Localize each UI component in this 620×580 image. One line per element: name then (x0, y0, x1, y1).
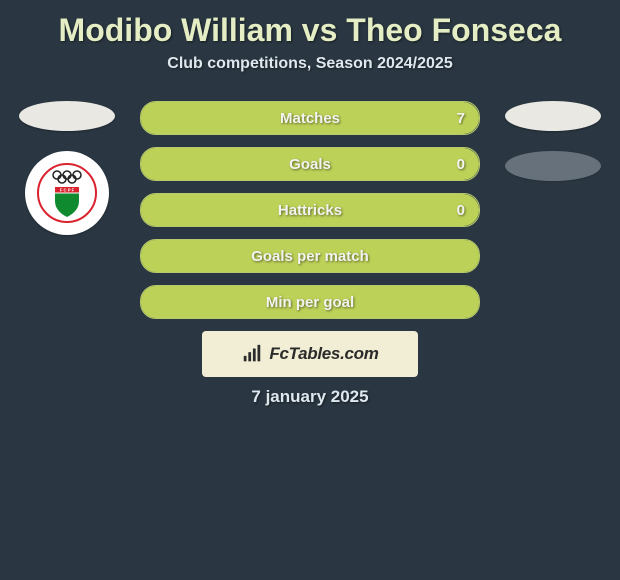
player-right-club-placeholder (505, 151, 601, 181)
club-crest-icon: F C P F (37, 163, 97, 223)
stat-row-goals-per-match: Goals per match (140, 239, 480, 273)
stats-list: Matches 7 Goals 0 Hattricks 0 Goals per … (140, 101, 480, 319)
player-right-avatar (505, 101, 601, 131)
player-left-avatar (19, 101, 115, 131)
stat-label: Goals (289, 156, 331, 173)
svg-text:F C P F: F C P F (60, 188, 75, 193)
player-left-column: F C P F (12, 101, 122, 235)
stat-label: Hattricks (278, 202, 342, 219)
stat-right-value: 0 (457, 156, 465, 173)
page-title: Modibo William vs Theo Fonseca (0, 0, 620, 55)
subtitle: Club competitions, Season 2024/2025 (0, 55, 620, 73)
stat-row-min-per-goal: Min per goal (140, 285, 480, 319)
comparison-panel: F C P F Matches 7 Goals 0 Hattricks 0 (0, 101, 620, 407)
stat-row-hattricks: Hattricks 0 (140, 193, 480, 227)
player-right-column (498, 101, 608, 201)
bar-chart-icon (241, 343, 263, 365)
player-left-club-badge: F C P F (25, 151, 109, 235)
stat-label: Goals per match (251, 248, 369, 265)
stat-right-value: 0 (457, 202, 465, 219)
watermark-label: FcTables.com (269, 344, 378, 364)
footer-date: 7 january 2025 (0, 387, 620, 407)
stat-right-value: 7 (457, 110, 465, 127)
stat-row-goals: Goals 0 (140, 147, 480, 181)
stat-label: Min per goal (266, 294, 354, 311)
stat-row-matches: Matches 7 (140, 101, 480, 135)
stat-label: Matches (280, 110, 340, 127)
watermark: FcTables.com (202, 331, 418, 377)
